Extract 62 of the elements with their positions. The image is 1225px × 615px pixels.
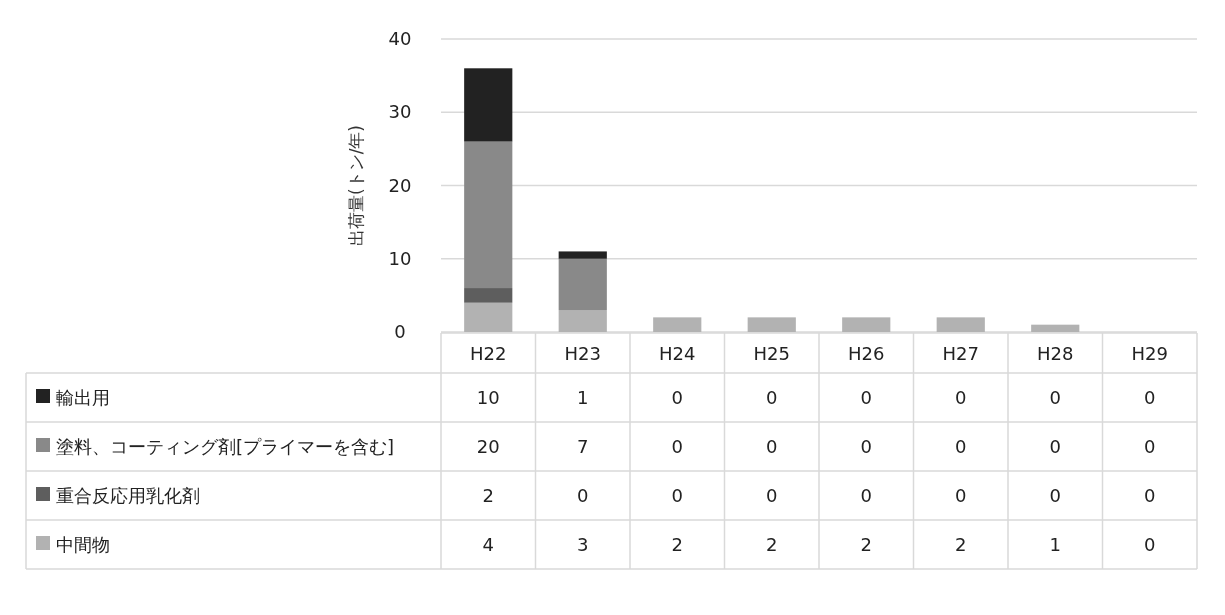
x-tick-label: H22: [470, 343, 507, 364]
bar: [464, 302, 513, 332]
y-tick-label: 0: [394, 321, 406, 342]
data-label: 20: [476, 436, 500, 457]
data-label: 0: [1049, 436, 1061, 457]
x-tick-label: H28: [1037, 343, 1074, 364]
data-label: 0: [766, 387, 778, 408]
data-label: 0: [1144, 534, 1156, 555]
data-label: 0: [955, 436, 967, 457]
x-tick-label: H27: [942, 343, 979, 364]
bar: [558, 251, 607, 259]
data-label: 0: [1144, 436, 1156, 457]
y-tick-label: 30: [388, 101, 412, 123]
y-tick-label: 40: [388, 28, 412, 49]
data-label: 0: [671, 436, 683, 457]
data-label: 2: [482, 485, 494, 506]
y-axis-title: 出荷量(トン/年): [346, 125, 366, 246]
bar: [653, 317, 702, 332]
x-tick-label: H25: [753, 343, 790, 364]
bar: [1031, 324, 1080, 332]
bar: [558, 258, 607, 311]
data-label: 2: [860, 534, 872, 555]
bar: [558, 310, 607, 332]
data-label: 0: [671, 387, 683, 408]
data-label: 7: [577, 436, 589, 457]
x-tick-label: H24: [659, 343, 696, 364]
data-label: 0: [1144, 387, 1156, 408]
data-label: 0: [766, 485, 778, 506]
data-label: 2: [766, 534, 778, 555]
data-label: 3: [577, 534, 589, 555]
bar: [936, 317, 985, 332]
data-label: 0: [860, 485, 872, 506]
x-tick-label: H26: [848, 343, 885, 364]
data-label: 10: [476, 387, 500, 408]
data-label: 0: [1144, 485, 1156, 506]
bar: [464, 141, 513, 289]
y-tick-label: 20: [388, 174, 412, 196]
data-label: 0: [955, 485, 967, 506]
x-tick-label: H23: [564, 343, 601, 364]
legend-label: 中間物: [56, 534, 110, 555]
data-label: 2: [671, 534, 683, 555]
bar: [464, 288, 513, 303]
data-label: 1: [1049, 534, 1061, 555]
data-label: 0: [860, 436, 872, 457]
legend-label: 塗料、コーティング剤[プライマーを含む]: [56, 436, 395, 457]
data-label: 0: [671, 485, 683, 506]
data-label: 0: [577, 485, 589, 506]
bar: [842, 317, 891, 332]
data-label: 0: [1049, 485, 1061, 506]
x-tick-label: H29: [1131, 343, 1168, 364]
bar: [464, 68, 513, 142]
y-tick-label: 10: [388, 247, 412, 269]
data-label: 1: [577, 387, 589, 408]
data-label: 0: [1049, 387, 1061, 408]
data-label: 0: [766, 436, 778, 457]
data-label: 2: [955, 534, 967, 555]
legend-label: 輸出用: [56, 387, 110, 408]
data-label: 0: [955, 387, 967, 408]
legend-label: 重合反応用乳化剤: [56, 485, 200, 506]
data-label: 4: [482, 534, 494, 555]
bar: [747, 317, 796, 332]
data-label: 0: [860, 387, 872, 408]
